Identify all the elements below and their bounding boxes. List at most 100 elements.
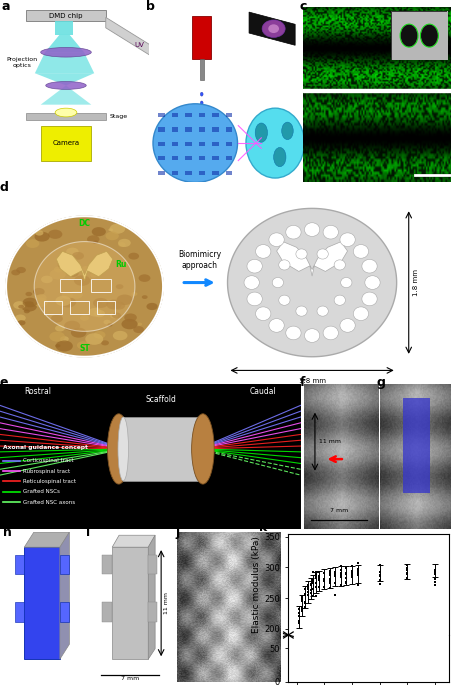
Point xyxy=(336,580,344,590)
Text: Biomimicry
approach: Biomimicry approach xyxy=(177,251,221,270)
Point xyxy=(320,493,327,503)
Polygon shape xyxy=(6,216,163,357)
Point xyxy=(298,519,305,530)
Point xyxy=(301,521,308,532)
Point xyxy=(295,535,302,546)
Point xyxy=(375,478,382,489)
Point xyxy=(320,574,327,585)
Point xyxy=(331,567,338,578)
Point xyxy=(314,503,322,514)
Point xyxy=(403,484,410,495)
Ellipse shape xyxy=(80,315,89,321)
Ellipse shape xyxy=(55,344,60,347)
Ellipse shape xyxy=(118,417,128,481)
Point xyxy=(295,616,302,627)
Ellipse shape xyxy=(70,290,83,299)
Point xyxy=(295,537,302,548)
Ellipse shape xyxy=(11,270,20,275)
Polygon shape xyxy=(276,242,347,276)
Point xyxy=(336,567,344,578)
Point xyxy=(336,561,344,572)
Text: e: e xyxy=(0,376,9,389)
Point xyxy=(348,571,355,582)
Ellipse shape xyxy=(18,305,24,309)
Point xyxy=(301,504,308,515)
Point xyxy=(295,523,302,534)
Ellipse shape xyxy=(101,340,109,345)
Ellipse shape xyxy=(55,108,77,117)
Ellipse shape xyxy=(15,314,26,321)
Point xyxy=(298,522,305,533)
Bar xyxy=(402,398,429,493)
Bar xyxy=(185,171,192,175)
Bar xyxy=(97,301,115,314)
Bar xyxy=(171,171,178,175)
Point xyxy=(298,523,305,534)
Ellipse shape xyxy=(353,245,368,258)
Text: b: b xyxy=(146,0,155,13)
Point xyxy=(309,577,316,588)
Point xyxy=(304,516,311,527)
Ellipse shape xyxy=(361,260,376,273)
Point xyxy=(403,572,410,583)
Polygon shape xyxy=(249,12,295,45)
Ellipse shape xyxy=(142,295,147,299)
Point xyxy=(314,495,322,506)
Point xyxy=(306,579,313,590)
Ellipse shape xyxy=(115,284,123,289)
Bar xyxy=(212,127,218,132)
Bar xyxy=(212,171,218,175)
Point xyxy=(295,610,302,621)
Bar xyxy=(60,555,69,574)
Point xyxy=(331,589,338,600)
Polygon shape xyxy=(60,532,69,659)
Point xyxy=(342,477,350,488)
Point xyxy=(298,602,305,613)
Point xyxy=(301,510,308,521)
Point xyxy=(312,475,319,486)
Point xyxy=(320,573,327,584)
Ellipse shape xyxy=(295,306,307,316)
Bar xyxy=(302,89,451,92)
Point xyxy=(353,580,360,591)
Ellipse shape xyxy=(278,295,290,306)
Point xyxy=(304,586,311,597)
Text: 1.8 mm: 1.8 mm xyxy=(412,269,418,296)
Ellipse shape xyxy=(17,320,25,325)
Ellipse shape xyxy=(55,296,71,306)
Ellipse shape xyxy=(255,307,270,321)
Point xyxy=(320,567,327,578)
Point xyxy=(306,491,313,502)
Point xyxy=(331,487,338,498)
Point xyxy=(314,573,322,584)
Polygon shape xyxy=(35,52,94,73)
Ellipse shape xyxy=(55,340,73,351)
Point xyxy=(403,564,410,575)
Point xyxy=(353,484,360,495)
Point xyxy=(348,493,355,504)
Ellipse shape xyxy=(339,319,354,332)
Ellipse shape xyxy=(339,233,354,247)
Bar xyxy=(171,127,178,132)
Point xyxy=(295,524,302,535)
Ellipse shape xyxy=(90,273,97,277)
Point xyxy=(342,577,350,588)
Point xyxy=(342,493,350,504)
Ellipse shape xyxy=(304,329,319,342)
Point xyxy=(430,482,437,493)
Ellipse shape xyxy=(262,20,285,38)
Point xyxy=(430,493,437,503)
Point xyxy=(301,598,308,609)
Point xyxy=(295,610,302,621)
Bar xyxy=(60,602,69,622)
Point xyxy=(403,487,410,498)
Ellipse shape xyxy=(118,239,130,247)
Ellipse shape xyxy=(26,239,39,248)
Point xyxy=(326,496,333,507)
Ellipse shape xyxy=(55,325,65,332)
Polygon shape xyxy=(24,532,69,547)
Text: d: d xyxy=(0,181,9,194)
Point xyxy=(336,486,344,497)
Bar xyxy=(158,127,165,132)
Ellipse shape xyxy=(246,260,262,273)
